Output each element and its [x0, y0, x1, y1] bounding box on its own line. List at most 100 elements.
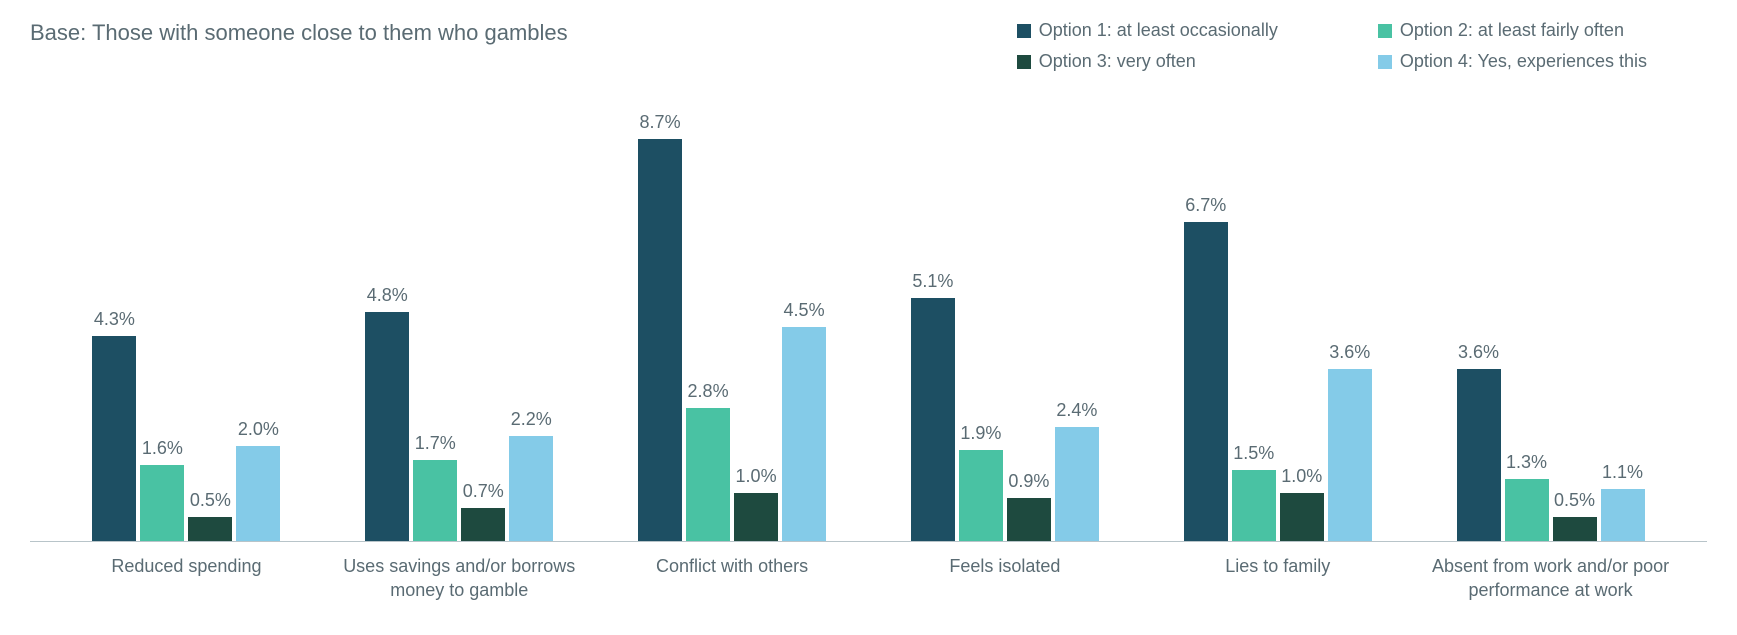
bar-value-label: 2.0% [238, 419, 279, 440]
bar [1328, 369, 1372, 541]
bar-value-label: 0.9% [1008, 471, 1049, 492]
legend: Option 1: at least occasionally Option 2:… [1017, 20, 1647, 72]
bar [1184, 222, 1228, 541]
bar-group: 4.8% 1.7% 0.7% 2.2% [323, 112, 596, 541]
bar [1232, 470, 1276, 541]
legend-swatch [1378, 24, 1392, 38]
legend-item: Option 4: Yes, experiences this [1378, 51, 1647, 72]
bar-wrap: 6.7% [1184, 112, 1228, 541]
bar [911, 298, 955, 541]
bar-group: 8.7% 2.8% 1.0% 4.5% [596, 112, 869, 541]
bar-value-label: 6.7% [1185, 195, 1226, 216]
bar-wrap: 1.7% [413, 112, 457, 541]
base-title: Base: Those with someone close to them w… [30, 20, 568, 46]
bar-wrap: 4.5% [782, 112, 826, 541]
bar [1505, 479, 1549, 541]
x-axis-labels: Reduced spendingUses savings and/or borr… [30, 542, 1707, 603]
bar [1553, 517, 1597, 541]
bar-wrap: 0.5% [188, 112, 232, 541]
bar [638, 139, 682, 541]
bar-value-label: 0.7% [463, 481, 504, 502]
bar-value-label: 4.8% [367, 285, 408, 306]
legend-item: Option 1: at least occasionally [1017, 20, 1278, 41]
bar-value-label: 4.3% [94, 309, 135, 330]
legend-swatch [1017, 24, 1031, 38]
bar-value-label: 1.5% [1233, 443, 1274, 464]
bar-wrap: 3.6% [1457, 112, 1501, 541]
bar [92, 336, 136, 541]
bar [686, 408, 730, 541]
bar-value-label: 0.5% [190, 490, 231, 511]
x-axis-label: Lies to family [1141, 554, 1414, 603]
x-axis-label: Reduced spending [50, 554, 323, 603]
bar-value-label: 1.6% [142, 438, 183, 459]
bar-value-label: 2.8% [688, 381, 729, 402]
bar-group: 6.7% 1.5% 1.0% 3.6% [1141, 112, 1414, 541]
bar-wrap: 2.0% [236, 112, 280, 541]
bar-group: 4.3% 1.6% 0.5% 2.0% [50, 112, 323, 541]
bar [413, 460, 457, 541]
bar-value-label: 1.9% [960, 423, 1001, 444]
legend-swatch [1017, 55, 1031, 69]
bar-value-label: 5.1% [912, 271, 953, 292]
bar-group: 3.6% 1.3% 0.5% 1.1% [1414, 112, 1687, 541]
x-axis-label: Conflict with others [596, 554, 869, 603]
bar-wrap: 0.9% [1007, 112, 1051, 541]
bar-wrap: 0.5% [1553, 112, 1597, 541]
bar [1457, 369, 1501, 541]
legend-label: Option 4: Yes, experiences this [1400, 51, 1647, 72]
bar-wrap: 1.3% [1505, 112, 1549, 541]
x-axis-label: Absent from work and/or poor performance… [1414, 554, 1687, 603]
bar-wrap: 0.7% [461, 112, 505, 541]
bar-wrap: 4.3% [92, 112, 136, 541]
chart-container: Base: Those with someone close to them w… [0, 0, 1737, 635]
bar-wrap: 4.8% [365, 112, 409, 541]
bar-wrap: 2.2% [509, 112, 553, 541]
bar-value-label: 0.5% [1554, 490, 1595, 511]
legend-label: Option 2: at least fairly often [1400, 20, 1624, 41]
bar-group: 5.1% 1.9% 0.9% 2.4% [868, 112, 1141, 541]
bar-value-label: 1.7% [415, 433, 456, 454]
bar-wrap: 1.1% [1601, 112, 1645, 541]
legend-label: Option 1: at least occasionally [1039, 20, 1278, 41]
bar [188, 517, 232, 541]
bar-value-label: 2.4% [1056, 400, 1097, 421]
bar [734, 493, 778, 541]
bar [1601, 489, 1645, 541]
bar-value-label: 3.6% [1329, 342, 1370, 363]
bar [1007, 498, 1051, 541]
bar [959, 450, 1003, 541]
legend-item: Option 2: at least fairly often [1378, 20, 1647, 41]
bar-value-label: 3.6% [1458, 342, 1499, 363]
bar-wrap: 2.8% [686, 112, 730, 541]
bar-wrap: 1.6% [140, 112, 184, 541]
bar-value-label: 2.2% [511, 409, 552, 430]
bar [1055, 427, 1099, 541]
bar-value-label: 1.0% [1281, 466, 1322, 487]
bar-wrap: 1.0% [1280, 112, 1324, 541]
bar [461, 508, 505, 541]
bar-wrap: 1.0% [734, 112, 778, 541]
chart-header: Base: Those with someone close to them w… [30, 20, 1707, 72]
bar-wrap: 1.5% [1232, 112, 1276, 541]
plot-area: 4.3% 1.6% 0.5% 2.0% 4.8% 1.7% 0.7% 2.2% 8.7% 2.8%… [30, 112, 1707, 542]
bar [1280, 493, 1324, 541]
legend-item: Option 3: very often [1017, 51, 1278, 72]
bar [365, 312, 409, 541]
bar-wrap: 8.7% [638, 112, 682, 541]
bar [236, 446, 280, 541]
bar-wrap: 2.4% [1055, 112, 1099, 541]
bar-wrap: 3.6% [1328, 112, 1372, 541]
bar-wrap: 5.1% [911, 112, 955, 541]
bar [140, 465, 184, 541]
bar-value-label: 1.0% [736, 466, 777, 487]
x-axis-label: Feels isolated [868, 554, 1141, 603]
bar-value-label: 4.5% [784, 300, 825, 321]
bar [509, 436, 553, 541]
legend-label: Option 3: very often [1039, 51, 1196, 72]
x-axis-label: Uses savings and/or borrows money to gam… [323, 554, 596, 603]
bar-value-label: 1.3% [1506, 452, 1547, 473]
bar-wrap: 1.9% [959, 112, 1003, 541]
bar [782, 327, 826, 542]
bar-value-label: 1.1% [1602, 462, 1643, 483]
